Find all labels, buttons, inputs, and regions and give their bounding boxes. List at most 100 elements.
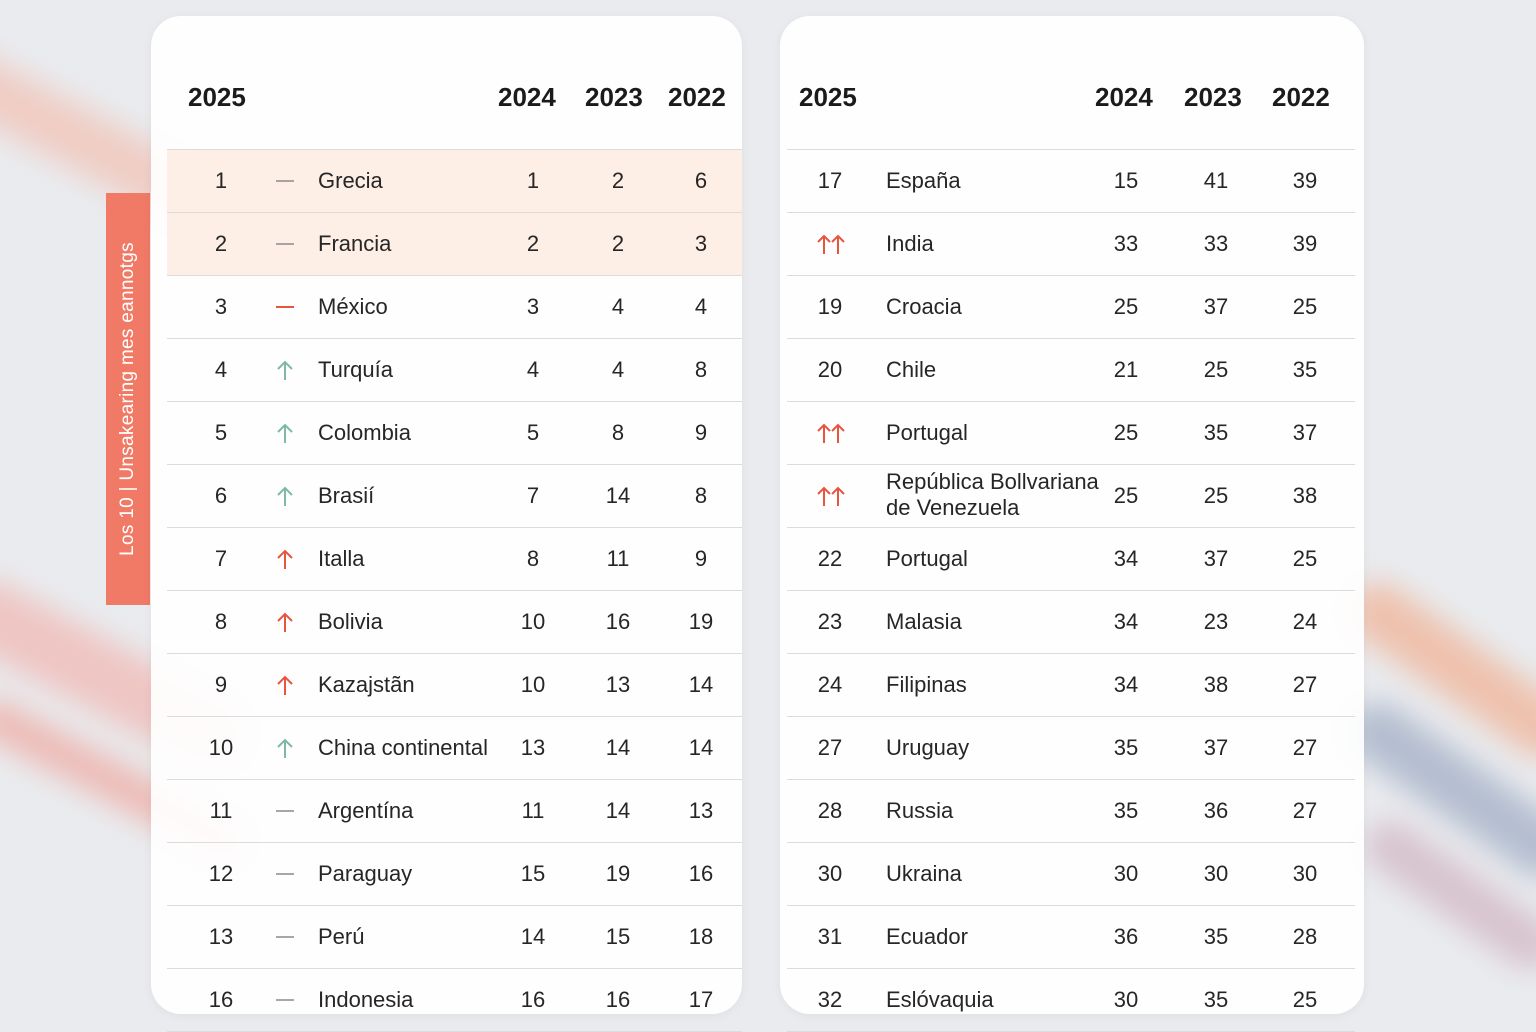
dash-icon (265, 276, 305, 338)
country-name: Ecuador (886, 924, 968, 949)
rank-2022: 19 (688, 609, 714, 634)
rank-2023: 36 (1203, 798, 1229, 823)
rank-2022: 27 (1292, 798, 1318, 823)
rank-2025: 4 (214, 357, 228, 382)
table-row[interactable]: 5 Colombia 5 8 9 (167, 402, 742, 465)
table-row[interactable]: 31 Ecuador 36 35 28 (787, 906, 1355, 969)
table-row[interactable]: 12 Paraguay 15 19 16 (167, 843, 742, 906)
ranking-table-right: 2025 2024 2023 2022 17 España 15 41 39 India 3… (780, 16, 1364, 1032)
table-row[interactable]: 32 Eslóvaquia 30 35 25 (787, 969, 1355, 1032)
country-name: India (886, 231, 934, 256)
table-row[interactable]: 19 Croacia 25 37 25 (787, 276, 1355, 339)
rank-2022: 27 (1292, 735, 1318, 760)
country-name: Grecia (318, 168, 383, 193)
table-row[interactable]: 13 Perú 14 15 18 (167, 906, 742, 969)
rank-2025: 2 (214, 231, 228, 256)
dash-icon (265, 780, 305, 842)
rank-2022: 6 (694, 168, 708, 193)
header-2024: 2024 (1095, 82, 1153, 112)
table-row[interactable]: 2 Francia 2 2 3 (167, 213, 742, 276)
header-2025: 2025 (799, 82, 857, 112)
rank-2025: 8 (214, 609, 228, 634)
country-name: Paraguay (318, 861, 413, 886)
table-row[interactable]: 8 Bolivia 10 16 19 (167, 591, 742, 654)
rank-2023: 38 (1203, 672, 1229, 697)
table-row[interactable]: 23 Malasia 34 23 24 (787, 591, 1355, 654)
rank-2025: 12 (208, 861, 234, 886)
rank-2022: 14 (688, 672, 714, 697)
rank-2023: 37 (1203, 735, 1229, 760)
rank-2022: 14 (688, 735, 714, 760)
rank-2023: 41 (1203, 168, 1229, 193)
rank-2025: 9 (214, 672, 228, 697)
table-header: 2025 2024 2023 2022 (780, 82, 1364, 142)
header-2022: 2022 (1272, 82, 1330, 112)
table-row[interactable]: 24 Filipinas 34 38 27 (787, 654, 1355, 717)
rank-2024: 21 (1113, 357, 1139, 382)
rank-2024: 25 (1113, 294, 1139, 319)
rank-2023: 8 (611, 420, 625, 445)
rank-2022: 25 (1292, 294, 1318, 319)
country-name: República Bollvariana de Venezuela (886, 469, 1099, 520)
table-row[interactable]: Portugal 25 35 37 (787, 402, 1355, 465)
double-arrow-up-icon (811, 402, 851, 464)
dash-icon (265, 843, 305, 905)
rank-2022: 8 (694, 483, 708, 508)
rank-2025: 11 (209, 798, 233, 823)
country-name: España (886, 168, 961, 193)
rank-2022: 13 (688, 798, 714, 823)
rank-2022: 24 (1292, 609, 1318, 634)
rank-2025: 31 (817, 924, 843, 949)
country-name: Portugal (886, 420, 968, 445)
table-row[interactable]: India 33 33 39 (787, 213, 1355, 276)
country-name: Perú (318, 924, 365, 949)
rank-2024: 10 (520, 609, 546, 634)
rank-2024: 30 (1113, 861, 1139, 886)
table-row[interactable]: 22 Portugal 34 37 25 (787, 528, 1355, 591)
table-row[interactable]: 7 Italla 8 11 9 (167, 528, 742, 591)
rank-2022: 9 (694, 420, 708, 445)
rank-2023: 2 (611, 231, 625, 256)
table-row[interactable]: 1 Grecia 1 2 6 (167, 150, 742, 213)
table-row[interactable]: 17 España 15 41 39 (787, 150, 1355, 213)
rank-2024: 33 (1113, 231, 1139, 256)
rank-2023: 37 (1203, 294, 1229, 319)
table-row[interactable]: 30 Ukraina 30 30 30 (787, 843, 1355, 906)
rank-2024: 3 (526, 294, 540, 319)
rank-2023: 23 (1203, 609, 1229, 634)
table-row[interactable]: 4 Turquía 4 4 8 (167, 339, 742, 402)
arrow-up-icon (265, 402, 305, 464)
rank-2025: 24 (817, 672, 843, 697)
country-name: Portugal (886, 546, 968, 571)
rank-2025: 1 (214, 168, 228, 193)
rank-2022: 16 (688, 861, 714, 886)
rank-2024: 34 (1113, 546, 1139, 571)
rank-2024: 34 (1113, 609, 1139, 634)
table-row[interactable]: 27 Uruguay 35 37 27 (787, 717, 1355, 780)
rank-2022: 30 (1292, 861, 1318, 886)
table-row[interactable]: 9 Kazajstãn 10 13 14 (167, 654, 742, 717)
rank-2023: 4 (611, 357, 625, 382)
rank-2022: 25 (1292, 546, 1318, 571)
table-row[interactable]: 6 Brasií 7 14 8 (167, 465, 742, 528)
rank-2023: 35 (1203, 420, 1229, 445)
rank-2023: 30 (1203, 861, 1229, 886)
header-2024: 2024 (498, 82, 556, 112)
rank-2023: 14 (605, 798, 631, 823)
table-row[interactable]: 20 Chile 21 25 35 (787, 339, 1355, 402)
rank-2022: 17 (688, 987, 714, 1012)
arrow-up-icon (265, 717, 305, 779)
table-row[interactable]: 3 México 3 4 4 (167, 276, 742, 339)
side-label-tab: Los 10 | Unsakearing mes eannotgs (106, 193, 150, 605)
table-row[interactable]: República Bollvariana de Venezuela 25 25 38 (787, 465, 1355, 528)
rank-2025: 5 (214, 420, 228, 445)
table-row[interactable]: 11 Argentína 11 14 13 (167, 780, 742, 843)
table-row[interactable]: 10 China continental 13 14 14 (167, 717, 742, 780)
table-row[interactable]: 16 Indonesia 16 16 17 (167, 969, 742, 1032)
table-row[interactable]: 28 Russia 35 36 27 (787, 780, 1355, 843)
dash-icon (265, 213, 305, 275)
rank-2024: 25 (1113, 420, 1139, 445)
rank-2022: 25 (1292, 987, 1318, 1012)
rank-2022: 3 (694, 231, 708, 256)
country-name: Bolivia (318, 609, 383, 634)
